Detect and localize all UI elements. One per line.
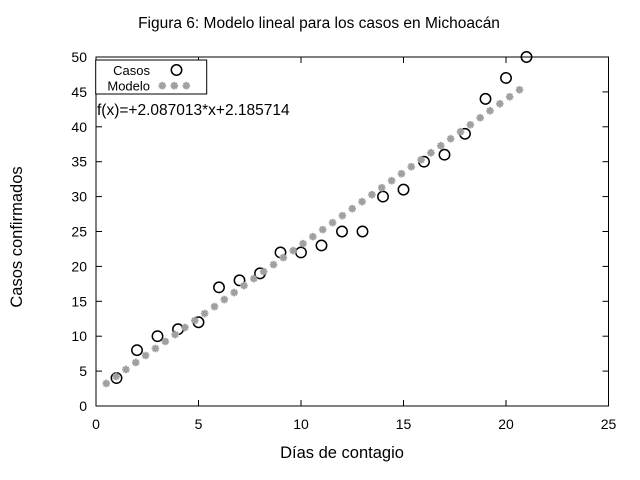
modelo-data-point <box>151 344 160 353</box>
modelo-data-point <box>476 113 484 122</box>
modelo-data-point <box>269 260 278 269</box>
caso-data-point <box>151 330 164 343</box>
modelo-data-point <box>338 211 347 220</box>
modelo-data-point <box>309 232 317 241</box>
modelo-data-point <box>250 274 258 283</box>
modelo-data-point <box>112 372 120 381</box>
y-tick-label: 5 <box>79 363 87 379</box>
y-tick-label: 0 <box>79 398 87 414</box>
modelo-data-point <box>417 155 425 164</box>
modelo-data-point <box>259 267 268 276</box>
x-tick-label: 25 <box>601 416 617 432</box>
caso-data-point <box>397 183 410 196</box>
modelo-data-point <box>358 197 366 206</box>
x-tick-label: 10 <box>293 416 309 432</box>
modelo-data-point <box>328 218 337 227</box>
modelo-data-point <box>122 365 130 374</box>
legend-label-modelo: Modelo <box>107 79 150 94</box>
caso-data-point <box>479 92 492 105</box>
y-tick-label: 45 <box>71 84 87 100</box>
chart-title: Figura 6: Modelo lineal para los casos e… <box>138 15 500 32</box>
legend: Casos Modelo <box>95 59 208 95</box>
series-modelo-points <box>102 85 524 388</box>
model-formula-annotation: f(x)=+2.087013*x+2.185714 <box>97 102 290 119</box>
modelo-data-point <box>161 337 170 346</box>
modelo-data-point <box>368 190 376 199</box>
modelo-data-point <box>387 176 396 185</box>
caso-data-point <box>520 51 533 63</box>
modelo-data-point <box>446 134 455 143</box>
caso-data-point <box>233 274 246 287</box>
x-tick-label: 15 <box>396 416 412 432</box>
modelo-data-point <box>210 302 219 311</box>
y-tick-label: 20 <box>71 258 87 274</box>
caso-data-point <box>377 190 389 203</box>
y-tick-label: 50 <box>71 49 87 65</box>
legend-marker-modelo-asterisk <box>158 81 167 90</box>
caso-data-point <box>131 344 143 357</box>
legend-marker-casos-circle <box>170 64 183 76</box>
modelo-data-point <box>427 148 435 157</box>
modelo-data-point <box>515 85 524 94</box>
modelo-data-point <box>377 183 386 192</box>
legend-marker-modelo-asterisk <box>170 81 179 90</box>
x-axis-label: Días de contagio <box>280 444 404 462</box>
modelo-data-point <box>181 323 189 332</box>
caso-data-point <box>438 148 451 161</box>
caso-data-point <box>500 71 512 84</box>
modelo-data-point <box>299 239 307 248</box>
modelo-data-point <box>407 162 416 171</box>
x-tick-label: 20 <box>498 416 514 432</box>
y-axis-label: Casos confirmados <box>8 166 26 307</box>
y-tick-label: 30 <box>71 189 87 205</box>
modelo-data-point <box>437 141 445 150</box>
modelo-data-point <box>279 253 288 262</box>
x-tick-label: 0 <box>92 416 100 432</box>
modelo-data-point <box>486 106 494 115</box>
y-tick-label: 25 <box>71 224 87 240</box>
modelo-data-point <box>496 99 504 108</box>
y-tick-label: 10 <box>71 328 87 344</box>
modelo-data-point <box>318 225 327 234</box>
x-tick-label: 5 <box>195 416 203 432</box>
y-tick-label: 15 <box>71 293 87 309</box>
modelo-data-point <box>141 351 150 360</box>
modelo-data-point <box>289 246 298 255</box>
y-tick-label: 40 <box>71 119 87 135</box>
legend-markers <box>158 64 191 90</box>
modelo-data-point <box>102 379 111 388</box>
legend-label-casos: Casos <box>113 63 150 78</box>
modelo-data-point <box>456 127 465 136</box>
legend-marker-modelo-asterisk <box>182 81 191 90</box>
caso-data-point <box>356 225 369 238</box>
modelo-data-point <box>397 169 406 178</box>
modelo-data-point <box>131 358 140 367</box>
caso-data-point <box>336 225 348 238</box>
modelo-data-point <box>200 309 209 318</box>
modelo-data-point <box>505 92 514 101</box>
modelo-data-point <box>466 120 475 129</box>
caso-data-point <box>315 239 328 252</box>
modelo-data-point <box>230 288 238 297</box>
caso-data-point <box>295 246 307 259</box>
caso-data-point <box>213 281 225 294</box>
modelo-data-point <box>191 316 199 325</box>
modelo-data-point <box>171 330 179 339</box>
modelo-data-point <box>240 281 248 290</box>
modelo-data-point <box>220 295 229 304</box>
modelo-data-point <box>348 204 357 213</box>
axis-tick-labels: 0 5 10 15 20 25 0 5 10 15 20 25 30 35 40 45 50 <box>71 49 616 432</box>
y-tick-label: 35 <box>71 154 87 170</box>
